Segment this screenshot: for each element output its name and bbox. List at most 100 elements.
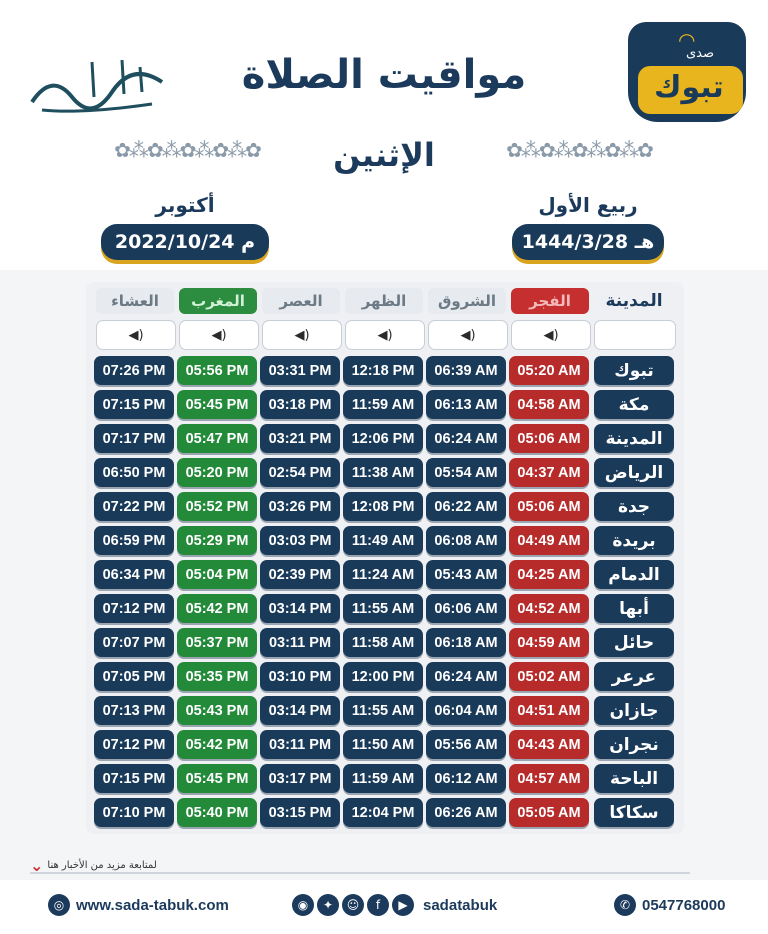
sunrise-time-cell: 06:18 AM <box>426 628 506 657</box>
website-link[interactable]: ◎ www.sada-tabuk.com <box>48 894 229 916</box>
isha-time-cell: 07:05 PM <box>94 662 174 691</box>
sunrise-time-cell: 06:04 AM <box>426 696 506 725</box>
maghrib-time-cell: 05:56 PM <box>177 356 257 385</box>
maghrib-time-cell: 05:42 PM <box>177 730 257 759</box>
city-blank-chip <box>594 320 676 350</box>
youtube-icon[interactable]: ▶ <box>392 894 414 916</box>
sunrise-time-cell: 05:56 AM <box>426 730 506 759</box>
fajr-time-cell: 05:02 AM <box>509 662 589 691</box>
isha-time-cell: 07:07 PM <box>94 628 174 657</box>
sunrise-time-cell: 06:06 AM <box>426 594 506 623</box>
isha-time-cell: 06:59 PM <box>94 526 174 555</box>
asr-time-cell: 03:03 PM <box>260 526 340 555</box>
phone-text: 0547768000 <box>642 896 726 914</box>
phone-link[interactable]: ✆ 0547768000 <box>614 894 725 916</box>
city-name-cell: الدمام <box>594 560 674 589</box>
dhuhr-time-cell: 11:59 AM <box>343 390 423 419</box>
snapchat-icon[interactable]: ☺ <box>342 894 364 916</box>
fajr-time-cell: 04:58 AM <box>509 390 589 419</box>
sunrise-time-cell: 06:24 AM <box>426 662 506 691</box>
dhuhr-time-cell: 12:18 PM <box>343 356 423 385</box>
fajr-time-cell: 05:06 AM <box>509 492 589 521</box>
facebook-icon[interactable]: f <box>367 894 389 916</box>
asr-time-cell: 03:14 PM <box>260 696 340 725</box>
sunrise-time-cell: 06:13 AM <box>426 390 506 419</box>
maghrib-time-cell: 05:45 PM <box>177 390 257 419</box>
isha-time-cell: 07:10 PM <box>94 798 174 827</box>
maghrib-time-cell: 05:20 PM <box>177 458 257 487</box>
asr-time-cell: 02:54 PM <box>260 458 340 487</box>
asr-time-cell: 02:39 PM <box>260 560 340 589</box>
asr-alert-icon[interactable]: ◀) <box>262 320 342 350</box>
follow-text: لمتابعة مزيد من الأخبار هنا <box>47 860 157 871</box>
city-name-cell: سكاكا <box>594 798 674 827</box>
asr-time-cell: 03:14 PM <box>260 594 340 623</box>
asr-time-cell: 03:21 PM <box>260 424 340 453</box>
asr-time-cell: 03:11 PM <box>260 730 340 759</box>
follow-divider <box>30 872 690 874</box>
column-header-city: المدينة <box>605 291 663 311</box>
fajr-time-cell: 04:51 AM <box>509 696 589 725</box>
fajr-time-cell: 05:05 AM <box>509 798 589 827</box>
column-header-fajr: الفجر <box>511 288 589 314</box>
hijri-calendar-logo <box>22 52 172 122</box>
dhuhr-time-cell: 11:59 AM <box>343 764 423 793</box>
wifi-icon: ◠ <box>678 28 696 52</box>
dhuhr-time-cell: 11:55 AM <box>343 594 423 623</box>
twitter-icon[interactable]: ✦ <box>317 894 339 916</box>
instagram-icon[interactable]: ◉ <box>292 894 314 916</box>
dhuhr-time-cell: 12:00 PM <box>343 662 423 691</box>
asr-time-cell: 03:15 PM <box>260 798 340 827</box>
sunrise-alert-icon[interactable]: ◀) <box>428 320 508 350</box>
sunrise-time-cell: 06:39 AM <box>426 356 506 385</box>
fajr-time-cell: 05:20 AM <box>509 356 589 385</box>
fajr-time-cell: 05:06 AM <box>509 424 589 453</box>
fajr-time-cell: 04:49 AM <box>509 526 589 555</box>
chevron-down-icon: ⌄ <box>30 856 44 875</box>
city-name-cell: حائل <box>594 628 674 657</box>
social-links: ◉ ✦ ☺ f ▶ sadatabuk <box>292 894 497 916</box>
fajr-alert-icon[interactable]: ◀) <box>511 320 591 350</box>
maghrib-alert-icon[interactable]: ◀) <box>179 320 259 350</box>
isha-time-cell: 06:50 PM <box>94 458 174 487</box>
logo-gold-band <box>638 66 743 114</box>
asr-time-cell: 03:17 PM <box>260 764 340 793</box>
globe-icon: ◎ <box>48 894 70 916</box>
asr-time-cell: 03:26 PM <box>260 492 340 521</box>
isha-alert-icon[interactable]: ◀) <box>96 320 176 350</box>
city-name-cell: الرياض <box>594 458 674 487</box>
sunrise-time-cell: 06:12 AM <box>426 764 506 793</box>
city-name-cell: بريدة <box>594 526 674 555</box>
dhuhr-time-cell: 11:49 AM <box>343 526 423 555</box>
ornament-left: ✿⁂✿⁂✿⁂✿⁂✿ <box>92 128 282 172</box>
maghrib-time-cell: 05:37 PM <box>177 628 257 657</box>
isha-time-cell: 07:17 PM <box>94 424 174 453</box>
fajr-time-cell: 04:52 AM <box>509 594 589 623</box>
logo-small-text: صدى <box>686 46 715 61</box>
maghrib-time-cell: 05:29 PM <box>177 526 257 555</box>
dhuhr-alert-icon[interactable]: ◀) <box>345 320 425 350</box>
dhuhr-time-cell: 12:06 PM <box>343 424 423 453</box>
sunrise-time-cell: 06:26 AM <box>426 798 506 827</box>
maghrib-time-cell: 05:45 PM <box>177 764 257 793</box>
maghrib-time-cell: 05:47 PM <box>177 424 257 453</box>
column-header-isha: العشاء <box>96 288 174 314</box>
dhuhr-time-cell: 12:08 PM <box>343 492 423 521</box>
column-header-sunrise: الشروق <box>428 288 506 314</box>
sunrise-time-cell: 06:24 AM <box>426 424 506 453</box>
isha-time-cell: 07:15 PM <box>94 390 174 419</box>
maghrib-time-cell: 05:04 PM <box>177 560 257 589</box>
fajr-time-cell: 04:25 AM <box>509 560 589 589</box>
city-name-cell: المدينة <box>594 424 674 453</box>
city-name-cell: عرعر <box>594 662 674 691</box>
whatsapp-icon: ✆ <box>614 894 636 916</box>
isha-time-cell: 07:22 PM <box>94 492 174 521</box>
isha-time-cell: 07:12 PM <box>94 594 174 623</box>
day-name: الإثنين <box>333 136 435 174</box>
follow-link[interactable]: ⌄ لمتابعة مزيد من الأخبار هنا <box>30 856 157 875</box>
gregorian-date: 2022/10/24 م <box>101 224 269 260</box>
fajr-time-cell: 04:59 AM <box>509 628 589 657</box>
city-name-cell: أبها <box>594 594 674 623</box>
social-handle: sadatabuk <box>423 896 498 914</box>
sunrise-time-cell: 06:22 AM <box>426 492 506 521</box>
